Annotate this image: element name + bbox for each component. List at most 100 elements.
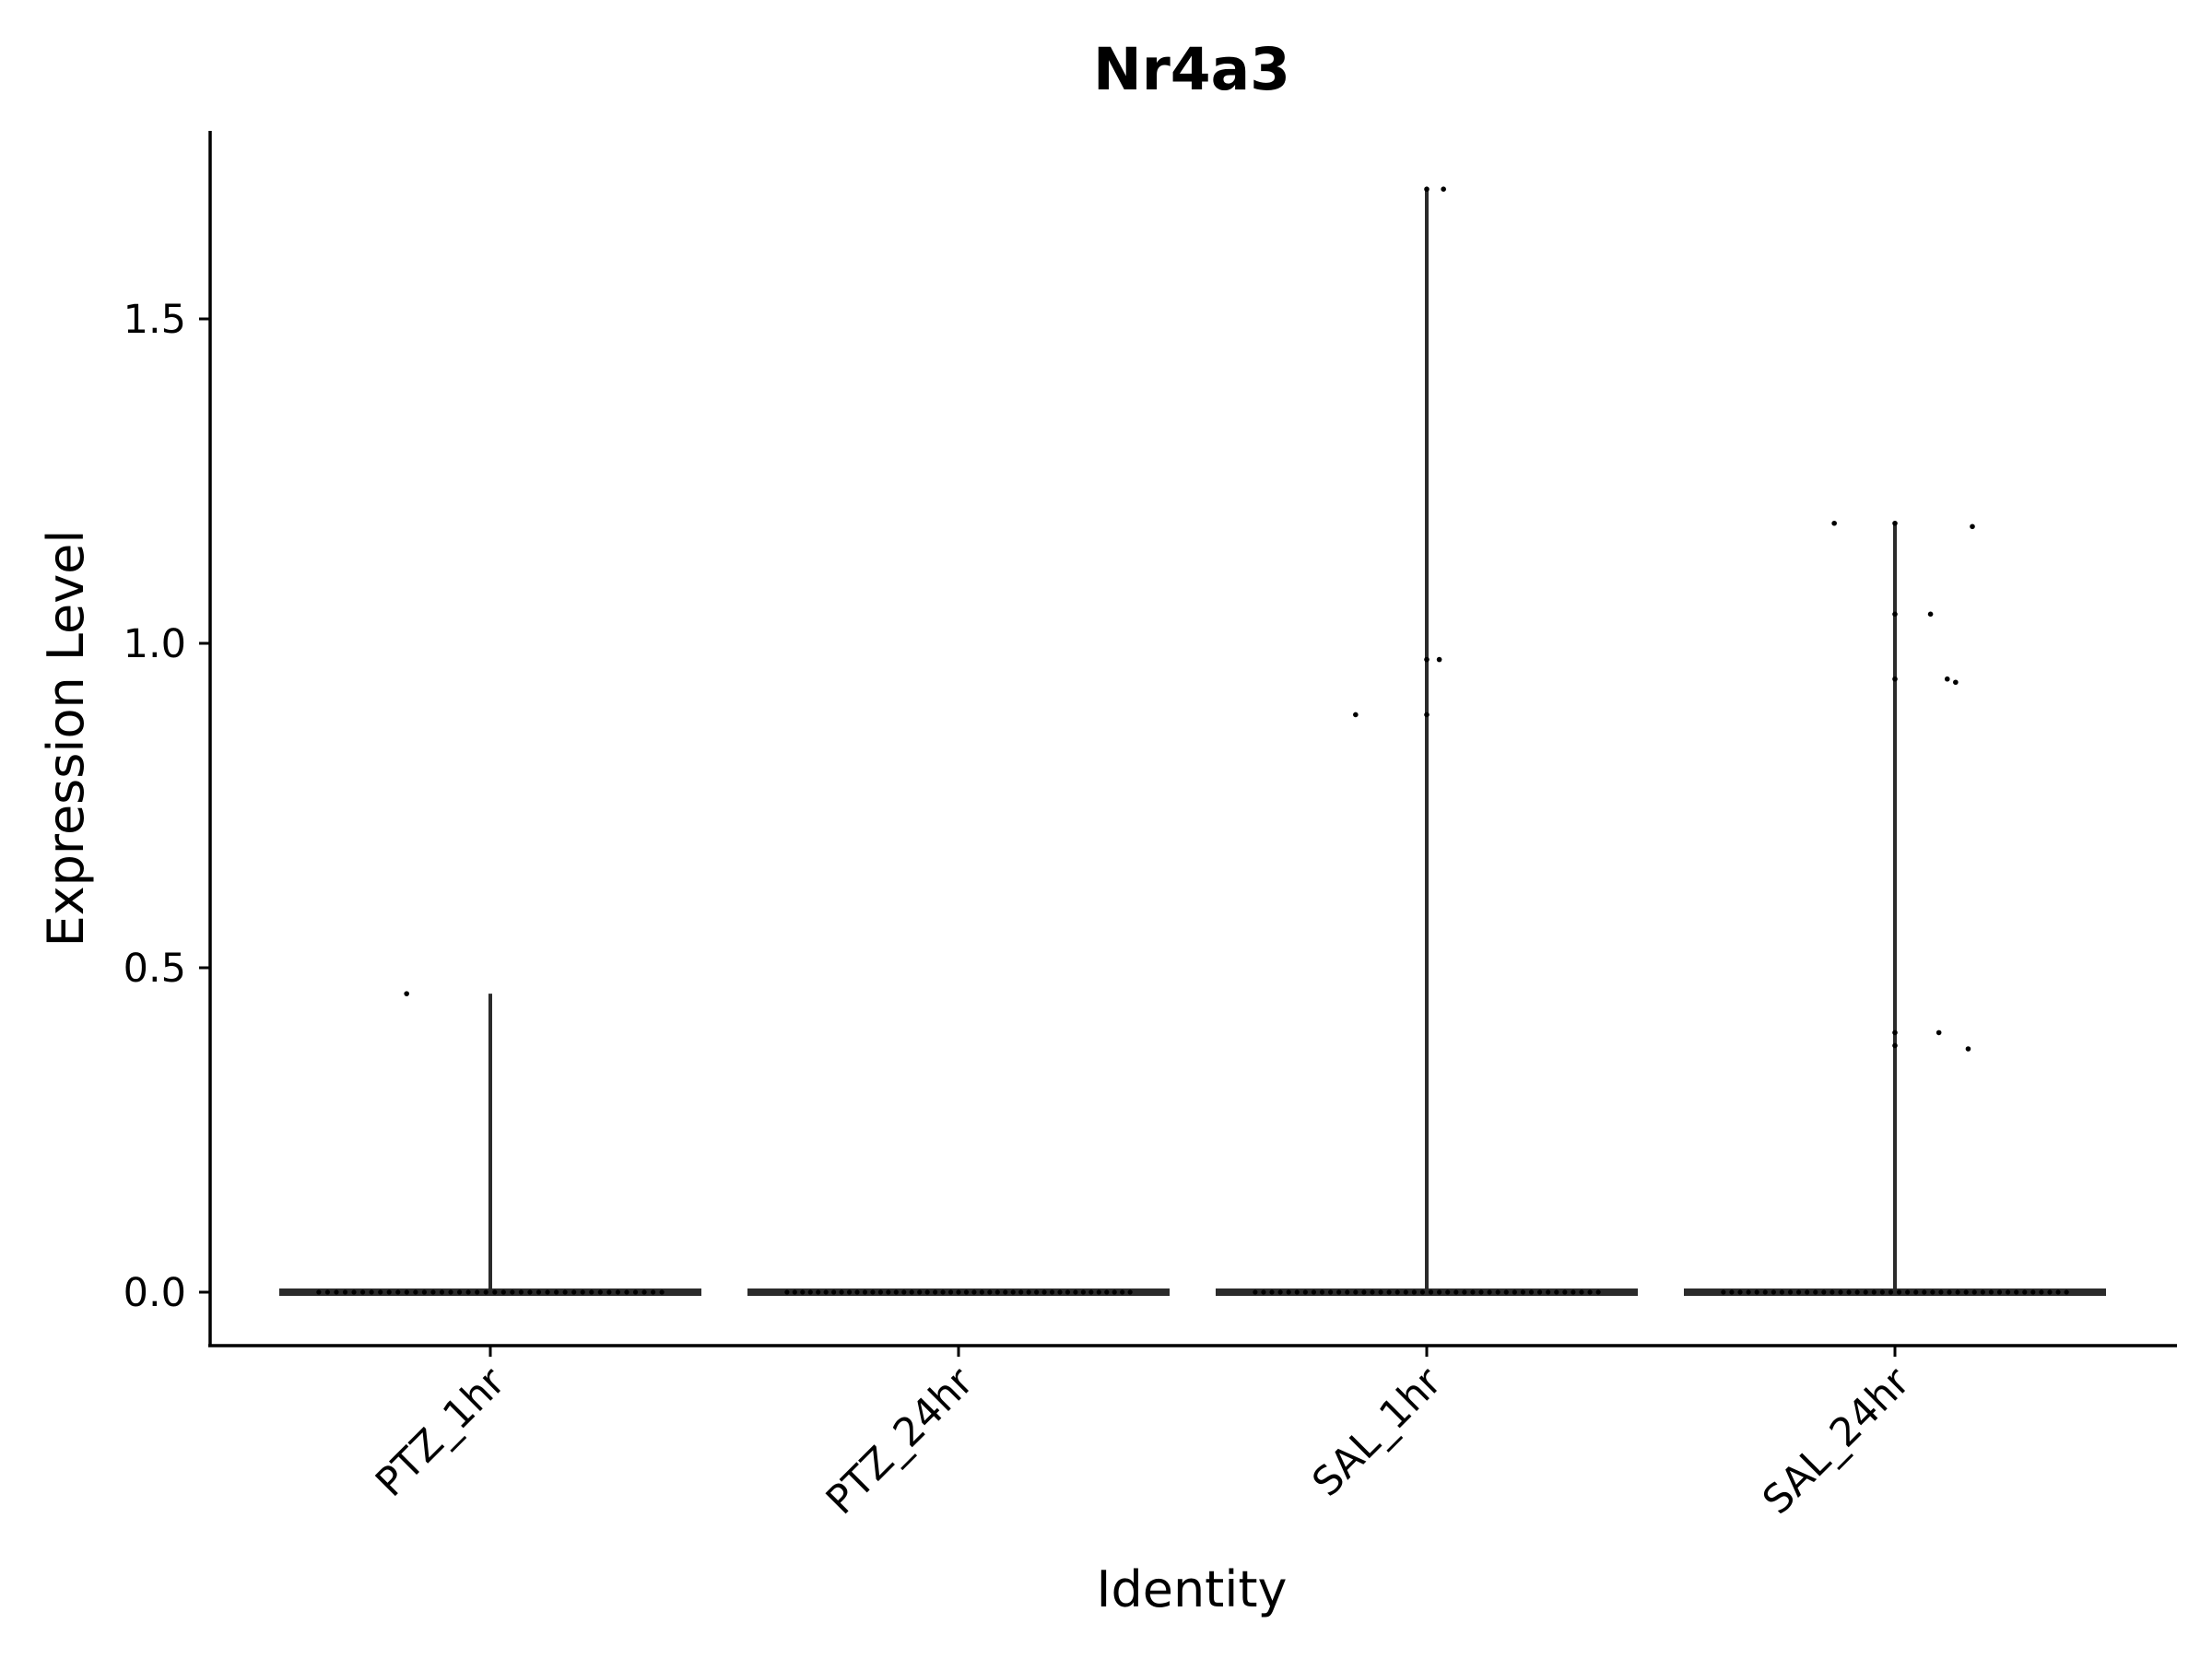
data-point [862, 1289, 868, 1295]
data-point [324, 1289, 331, 1295]
data-point [518, 1289, 524, 1295]
plot-area [279, 186, 2106, 1296]
data-point [940, 1289, 946, 1295]
data-point [1520, 1289, 1526, 1295]
data-point [334, 1289, 339, 1295]
violin-group [279, 991, 701, 1296]
x-axis-label: Identity [1097, 1560, 1288, 1618]
data-point [1965, 1046, 1971, 1052]
data-point [1988, 1289, 1994, 1295]
data-point [650, 1289, 656, 1295]
data-point [854, 1289, 860, 1295]
data-point [1345, 1289, 1350, 1295]
data-point [1269, 1289, 1275, 1295]
y-axis-ticks: 0.0 0.5 1.0 1.5 [124, 297, 210, 1316]
data-point [901, 1289, 907, 1295]
data-point [870, 1289, 876, 1295]
data-point [1896, 1289, 1902, 1295]
data-point [492, 1289, 498, 1295]
x-tick-label: SAL_24hr [1754, 1359, 1919, 1524]
data-point [979, 1289, 984, 1295]
data-point [1478, 1289, 1484, 1295]
data-point [1080, 1289, 1086, 1295]
data-point [1963, 1289, 1969, 1295]
data-point [1088, 1289, 1094, 1295]
data-point [1049, 1289, 1055, 1295]
data-point [1302, 1289, 1308, 1295]
data-point [1261, 1289, 1266, 1295]
data-point [1938, 1289, 1944, 1295]
y-tick-label: 1.0 [124, 621, 186, 667]
x-axis-ticks: PTZ_1hr PTZ_24hr SAL_1hr SAL_24hr [367, 1346, 1919, 1524]
y-tick-label: 1.5 [124, 297, 186, 343]
data-point [1034, 1289, 1040, 1295]
data-point [1361, 1289, 1367, 1295]
data-point [1436, 656, 1442, 663]
data-point [1419, 1289, 1426, 1295]
data-point [1453, 1289, 1459, 1295]
data-point [886, 1289, 891, 1295]
data-point [1424, 712, 1430, 718]
data-point [800, 1289, 806, 1295]
data-point [1970, 524, 1975, 530]
data-point [933, 1289, 938, 1295]
data-point [1795, 1289, 1802, 1295]
data-point [1863, 1289, 1868, 1295]
data-point [1096, 1289, 1101, 1295]
data-point [351, 1289, 357, 1295]
data-point [1462, 1289, 1467, 1295]
data-point [1729, 1289, 1735, 1295]
data-point [1536, 1289, 1543, 1295]
data-point [1813, 1289, 1818, 1295]
data-point [580, 1289, 585, 1295]
data-point [1854, 1289, 1860, 1295]
chart-title: Nr4a3 [1093, 36, 1290, 103]
data-point [1512, 1289, 1517, 1295]
data-point [316, 1289, 322, 1295]
data-point [1830, 1289, 1835, 1295]
data-point [1470, 1289, 1476, 1295]
data-point [877, 1289, 883, 1295]
data-point [369, 1289, 374, 1295]
data-point [1010, 1289, 1016, 1295]
data-point [632, 1289, 639, 1295]
data-point [659, 1289, 665, 1295]
data-point [963, 1289, 970, 1295]
data-point [1378, 1289, 1383, 1295]
data-point [1838, 1289, 1843, 1295]
data-point [589, 1289, 594, 1295]
data-point [421, 1289, 428, 1295]
data-point [2047, 1289, 2053, 1295]
data-point [1892, 611, 1898, 618]
data-point [500, 1289, 506, 1295]
data-point [1554, 1289, 1559, 1295]
data-point [924, 1289, 930, 1295]
data-point [413, 1289, 418, 1295]
data-point [342, 1289, 348, 1295]
data-point [624, 1289, 629, 1295]
data-point [1294, 1289, 1300, 1295]
data-point [1336, 1289, 1342, 1295]
data-point [917, 1289, 923, 1295]
data-point [1579, 1289, 1584, 1295]
data-point [1930, 1289, 1936, 1295]
data-point [1437, 1289, 1442, 1295]
data-point [1253, 1289, 1258, 1295]
data-point [1445, 1289, 1451, 1295]
data-point [839, 1289, 844, 1295]
data-point [1892, 520, 1898, 526]
data-point [893, 1289, 899, 1295]
data-point [1587, 1289, 1593, 1295]
data-point [1746, 1289, 1751, 1295]
data-point [1762, 1289, 1768, 1295]
data-point [456, 1289, 463, 1295]
data-point [2014, 1289, 2019, 1295]
data-point [846, 1289, 853, 1295]
data-point [1286, 1289, 1291, 1295]
data-point [1428, 1289, 1434, 1295]
data-point [1487, 1289, 1492, 1295]
data-point [1424, 186, 1430, 192]
data-point [378, 1289, 383, 1295]
x-tick-label: PTZ_24hr [818, 1359, 982, 1524]
